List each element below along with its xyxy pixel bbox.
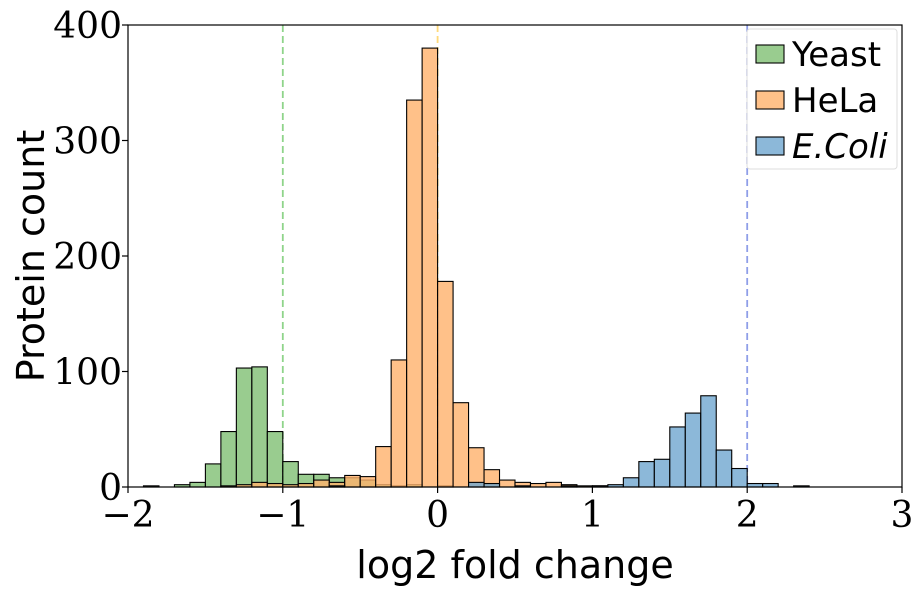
bar-e-coli [731,467,748,488]
y-tick-label: 200 [53,237,122,278]
bar-hela [313,479,330,488]
bar-e-coli [468,481,485,488]
axis-ticks: −2 −1 0 1 2 3 0 100 200 300 400 [53,6,913,536]
legend-swatch-yeast [755,44,785,64]
bar-e-coli [684,412,702,488]
y-tick-label: 0 [99,468,122,509]
x-tick-label: −2 [101,495,154,536]
legend-label-yeast: Yeast [791,35,881,75]
bar-yeast [220,431,237,488]
bar-yeast [235,367,253,488]
bar-yeast [189,481,206,488]
y-axis-label: Protein count [9,130,53,383]
x-tick-label: −1 [256,495,309,536]
bar-hela [390,359,408,488]
bar-hela [406,99,423,488]
y-tick-label: 100 [53,353,122,394]
series-e-coli [328,395,810,488]
bar-e-coli [638,461,655,488]
y-tick-label: 400 [53,6,122,47]
bar-hela [359,476,377,488]
x-tick-label: 2 [736,495,759,536]
bar-yeast [266,431,284,488]
bar-hela [251,481,268,488]
bar-yeast [282,461,299,488]
bar-hela [545,481,562,488]
x-axis-label: log2 fold change [356,543,673,587]
legend: Yeast HeLa E.Coli [746,28,898,170]
series-hela [220,47,609,488]
legend-frame [746,28,898,170]
legend-label-e-coli: E.Coli [792,127,888,167]
y-tick-label: 300 [53,122,122,163]
bar-hela [468,447,485,488]
legend-swatch-hela [755,90,785,110]
legend-swatch-e-coli [755,136,785,156]
x-tick-label: 1 [581,495,604,536]
x-tick-label: 0 [426,495,449,536]
bar-e-coli [622,477,640,488]
bar-hela [498,479,516,488]
histogram-bars [142,47,810,488]
bar-e-coli [700,395,717,488]
bar-hela [437,280,454,488]
bar-e-coli [653,458,671,488]
bar-hela [421,47,439,488]
bar-e-coli [715,449,733,488]
bar-hela [344,474,361,488]
bar-yeast [204,463,222,488]
legend-label-hela: HeLa [792,81,878,121]
reference-lines [281,25,749,487]
bar-hela [452,402,470,488]
bar-hela [375,446,392,488]
bar-yeast [251,366,268,488]
bar-e-coli [669,426,686,488]
x-tick-label: 3 [891,495,914,536]
